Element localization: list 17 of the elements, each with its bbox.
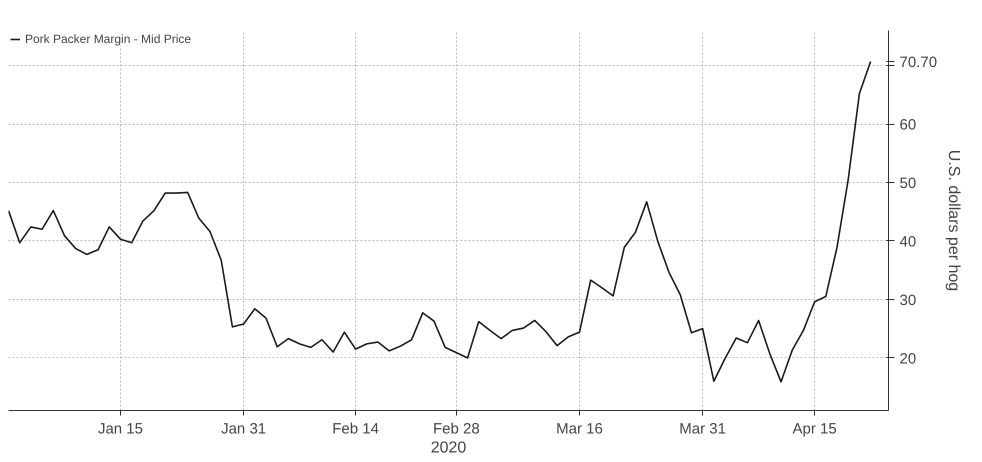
line-series xyxy=(8,60,872,383)
x-tick-label: Feb 14 xyxy=(332,420,379,438)
y-tick-label: 60 xyxy=(900,116,916,134)
x-tick-label: Feb 28 xyxy=(432,420,480,438)
x-axis-title: 2020 xyxy=(430,440,466,456)
y-tick-label: 50 xyxy=(900,175,916,192)
y-axis-title: U.S. dollars per hog xyxy=(945,150,962,292)
x-tick-label: Mar 31 xyxy=(679,420,726,438)
y-tick-label: 30 xyxy=(900,292,916,309)
x-tick-label: Jan 31 xyxy=(221,420,266,438)
y-tick-label: 20 xyxy=(900,350,916,368)
x-tick-label: Apr 15 xyxy=(792,420,837,438)
legend-label: Pork Packer Margin - Mid Price xyxy=(25,32,192,46)
x-tick-label: Mar 16 xyxy=(556,420,603,438)
x-tick-label: Jan 15 xyxy=(98,420,143,438)
y-tick-label: 40 xyxy=(900,233,916,250)
text: 70.70 xyxy=(900,54,938,71)
